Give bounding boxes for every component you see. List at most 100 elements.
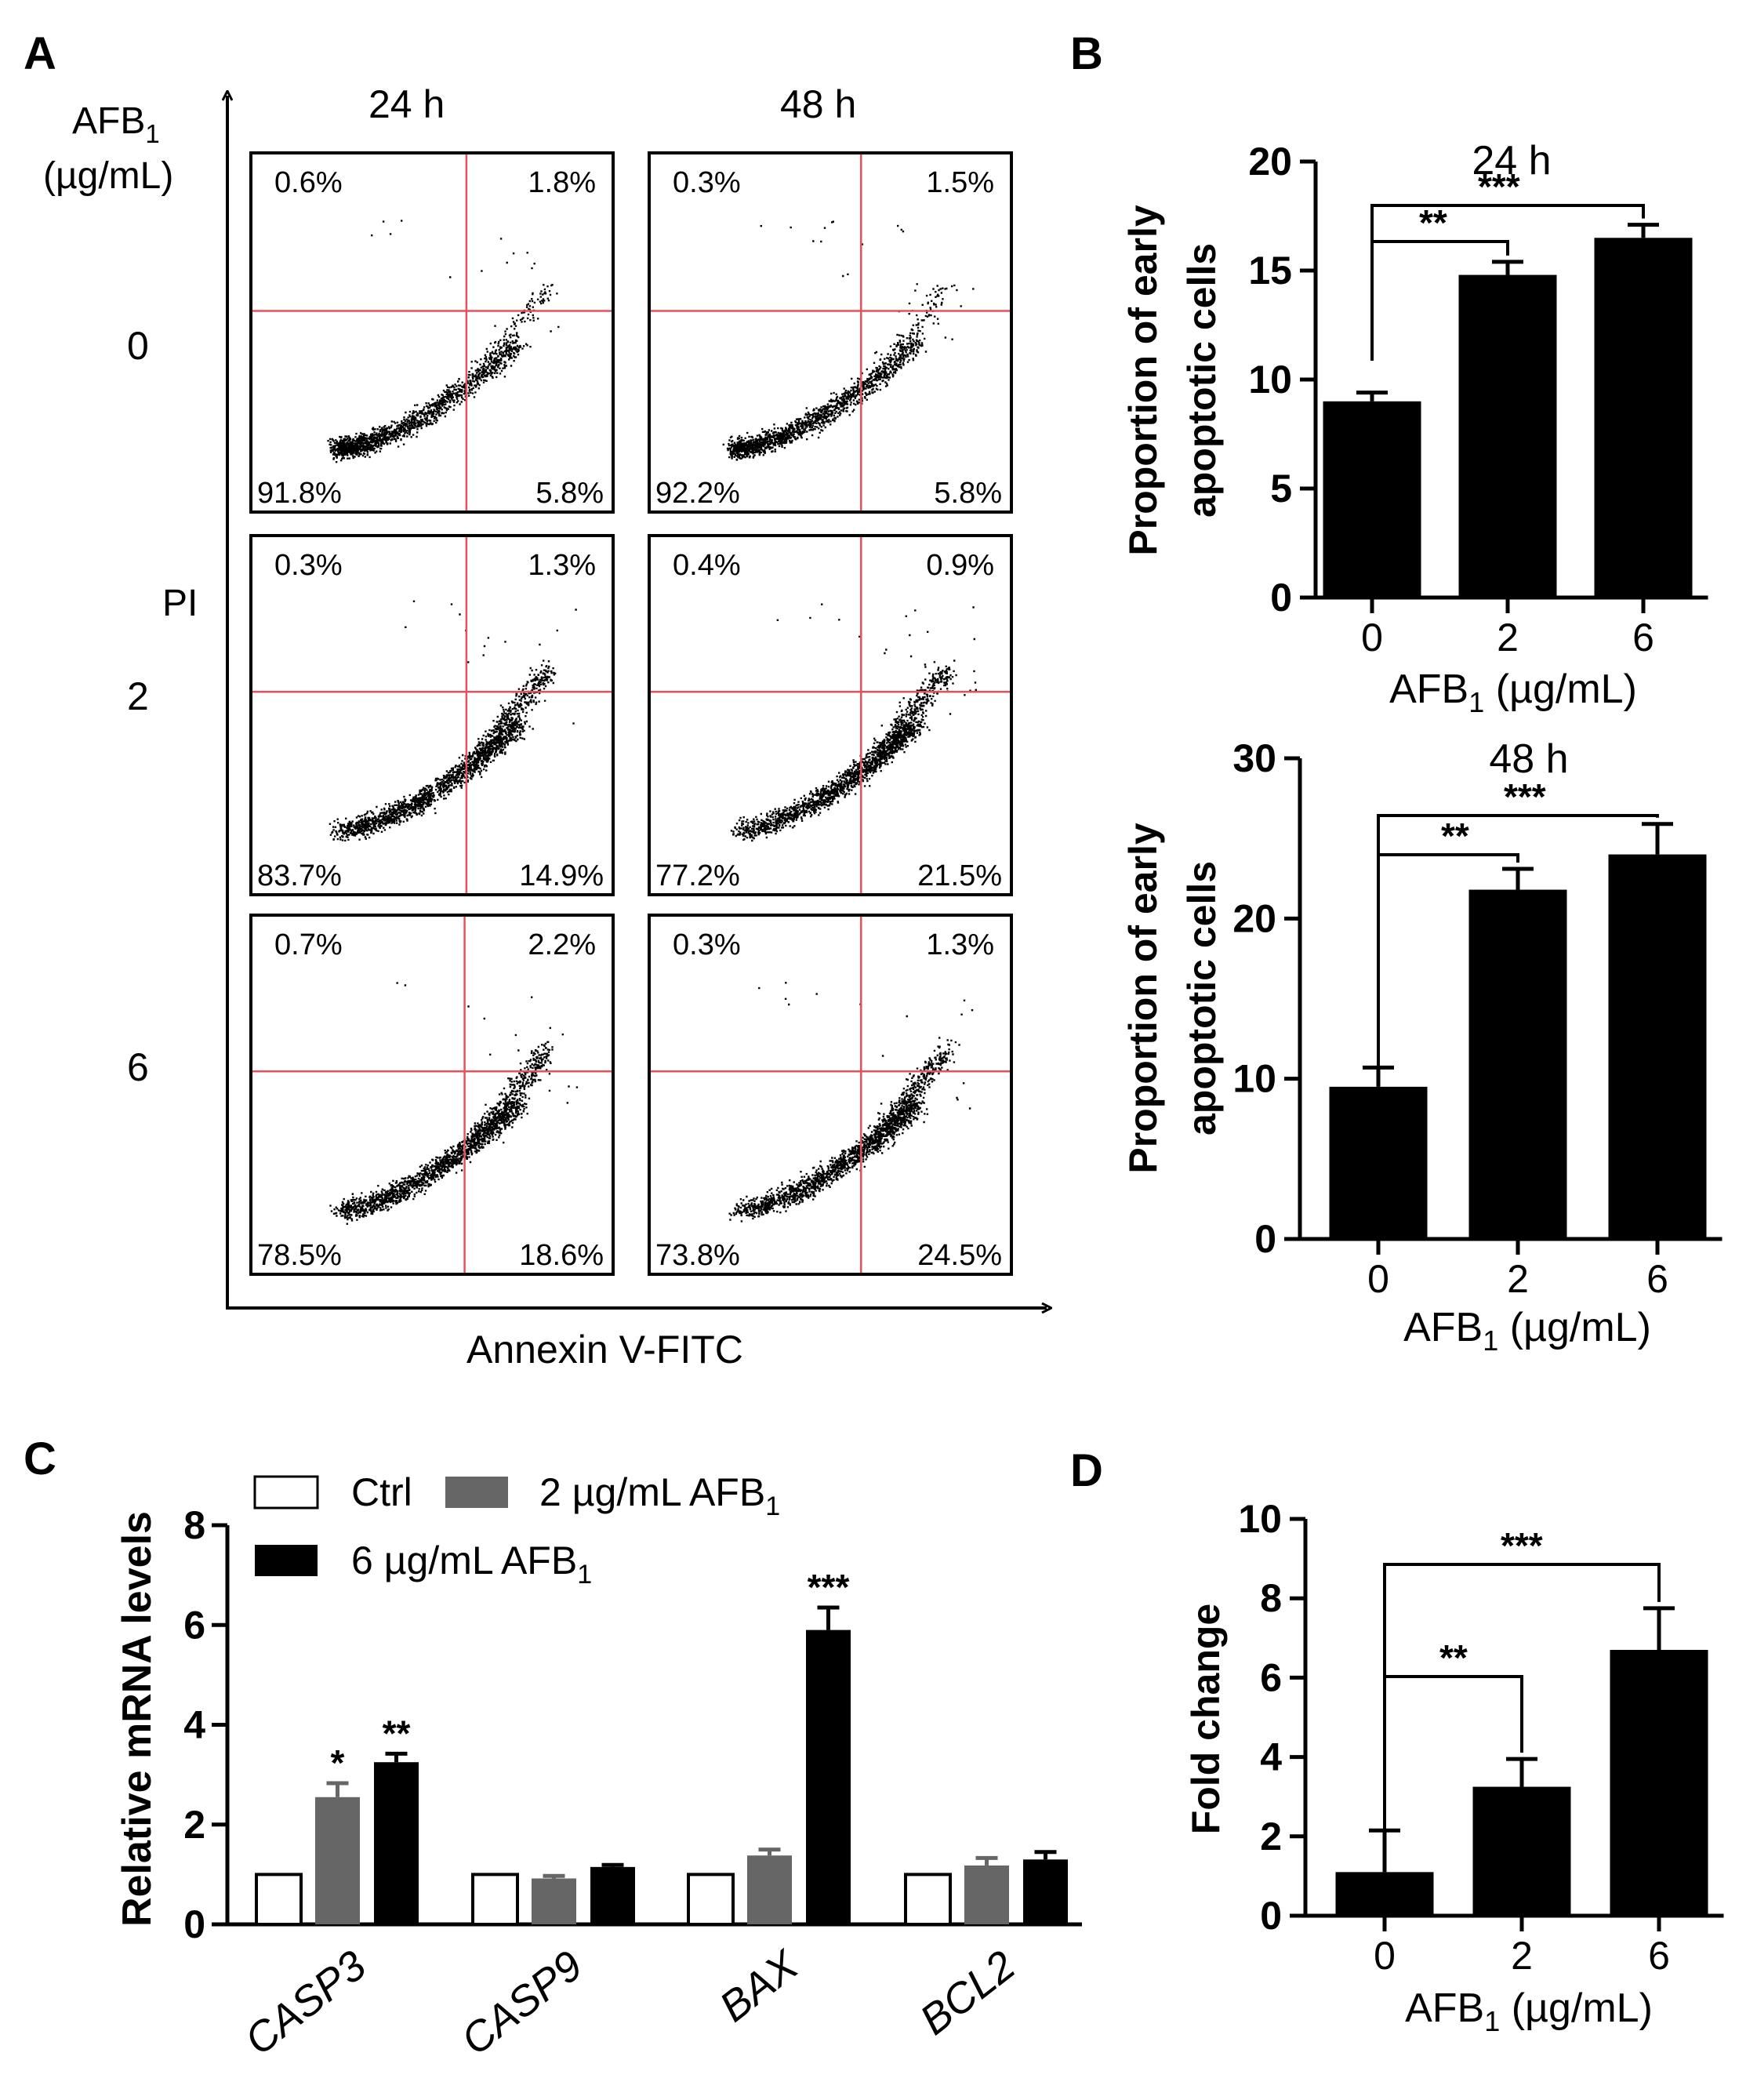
panel-letter-b: B [1070, 28, 1103, 79]
chart-d-ytick-label-5: 10 [1238, 1497, 1282, 1541]
flow-dots-4 [329, 982, 579, 1225]
chart-c-ytick-label-4: 8 [183, 1503, 205, 1547]
quadrant-top-right-4: 2.2% [528, 928, 596, 961]
flow-dots-1 [722, 220, 975, 461]
chart-d-bar-2 [1610, 1649, 1708, 1916]
legend-label-2ug: 2 µg/mL AFB1 [539, 1470, 780, 1521]
panel-letter-c: C [24, 1433, 56, 1484]
chart-d-bar-0 [1335, 1872, 1434, 1916]
column-time-24h: 24 h [368, 82, 445, 126]
flow-dot-cloud-1 [722, 220, 975, 461]
chart-b2-xtick-label-2: 6 [1646, 1257, 1668, 1301]
chart-b1-bar-0 [1323, 401, 1421, 598]
chart-d-ytick-label-2: 4 [1260, 1735, 1282, 1779]
chart-d-xlabel: AFB1 (µg/mL) [1405, 1986, 1653, 2037]
quadrant-top-right-0: 1.8% [528, 166, 596, 199]
quadrant-bottom-left-2: 83.7% [257, 859, 342, 892]
flow-dot-cloud-3 [730, 603, 977, 842]
flow-dots-3 [730, 603, 977, 842]
chart-b1-ytick-label-4: 20 [1248, 140, 1292, 183]
chart-b2-ytick-label-1: 10 [1232, 1057, 1276, 1101]
flow-plot-4: 0.7% 2.2% 78.5% 18.6% [249, 914, 615, 1276]
chart-b1-xtick-label-0: 0 [1361, 616, 1383, 659]
chart-b2-ytick-label-0: 0 [1254, 1217, 1276, 1261]
chart-b2-ylabel-line1: Proportion of early [1121, 823, 1165, 1173]
chart-b1-ytick-label-2: 10 [1248, 358, 1292, 401]
chart-d-ytick-label-3: 6 [1260, 1655, 1282, 1699]
row-dose-2: 2 [127, 674, 149, 718]
quadrant-top-left-2: 0.3% [274, 549, 343, 582]
flow-plot-5: 0.3% 1.3% 73.8% 24.5% [648, 914, 1013, 1276]
chart-c-bar-bcl2-2 [1023, 1859, 1068, 1924]
panel-letter-d: D [1070, 1445, 1103, 1496]
row-dose-0: 0 [127, 324, 149, 368]
quadrant-top-left-3: 0.4% [673, 549, 741, 582]
legend-swatch-2ug [445, 1477, 508, 1508]
quadrant-bottom-left-5: 73.8% [655, 1239, 740, 1272]
quadrant-bottom-left-4: 78.5% [257, 1239, 342, 1272]
quadrant-bottom-left-3: 77.2% [655, 859, 740, 892]
chart-b1-ytick-label-0: 0 [1270, 576, 1292, 619]
chart-b1-bar-2 [1594, 238, 1693, 598]
chart-b2-title: 48 h [1489, 736, 1568, 782]
quadrant-bottom-left-1: 92.2% [655, 477, 740, 510]
chart-b1-xlabel: AFB1 (µg/mL) [1389, 667, 1637, 718]
chart-d-sig-label-1: *** [1501, 1525, 1543, 1566]
flow-dots-5 [728, 982, 974, 1223]
chart-c-bar-bax-1 [747, 1855, 792, 1924]
chart-b2-sig-bracket-1: *** [1377, 776, 1659, 1066]
flow-plot-frame-0 [249, 151, 615, 514]
chart-d-sig-label-0: ** [1439, 1637, 1468, 1678]
chart-b1-ytick-label-1: 5 [1270, 467, 1292, 510]
flow-dot-cloud-5 [728, 982, 974, 1223]
legend-label-ctrl: Ctrl [351, 1470, 412, 1514]
chart-d-sig-line-1 [1383, 1563, 1661, 1851]
chart-d-xtick-label-0: 0 [1374, 1934, 1396, 1978]
quadrant-top-left-5: 0.3% [673, 928, 741, 961]
legend-label-6ug: 6 µg/mL AFB1 [351, 1539, 592, 1590]
flow-dot-cloud-0 [327, 220, 560, 463]
chart-d-ylabel: Fold change [1184, 1604, 1228, 1834]
chart-c-bar-casp9-2 [590, 1866, 635, 1924]
chart-d-sig-bracket-1: *** [1383, 1525, 1661, 1851]
chart-c-legend: Ctrl 2 µg/mL AFB1 6 µg/mL AFB1 [253, 1470, 780, 1590]
quadrant-bottom-left-0: 91.8% [257, 477, 342, 510]
chart-d-ytick-label-0: 0 [1260, 1894, 1282, 1938]
chart-c-sig-2-2: *** [808, 1567, 850, 1608]
chart-c-bar-bax-2 [806, 1629, 851, 1924]
chart-d-xtick-label-2: 6 [1648, 1934, 1670, 1978]
chart-c-bar-bcl2-1 [964, 1865, 1009, 1924]
chart-d-bar-1 [1472, 1786, 1571, 1916]
chart-b1-title: 24 h [1472, 138, 1551, 183]
chart-c-category-casp9: CASP9 [452, 1942, 590, 2064]
flow-dots-2 [329, 600, 577, 842]
bar-chart-c: Relative mRNA levels Ctrl 2 µg/mL AFB1 6… [114, 1470, 1082, 2064]
chart-c-ytick-label-3: 6 [183, 1603, 205, 1647]
panel-letter-a: A [24, 28, 56, 79]
flow-plot-frame-4 [249, 914, 615, 1276]
chart-c-category-bcl2: BCL2 [911, 1942, 1023, 2044]
quadrant-top-right-2: 1.3% [528, 549, 596, 582]
quadrant-bottom-right-1: 5.8% [934, 477, 1002, 510]
chart-c-bar-casp9-0 [471, 1873, 519, 1926]
chart-c-bar-bcl2-0 [904, 1873, 952, 1926]
chart-c-ytick-label-2: 4 [183, 1703, 205, 1747]
chart-c-sig-0-2: ** [383, 1713, 411, 1753]
quadrant-top-left-1: 0.3% [673, 166, 741, 199]
chart-b1-ylabel-line2: apoptotic cells [1180, 243, 1224, 518]
flow-dots-0 [327, 220, 560, 463]
quadrant-bottom-right-4: 18.6% [519, 1239, 604, 1272]
chart-b2-ytick-label-2: 20 [1232, 896, 1276, 940]
chart-c-sig-0-1: * [331, 1742, 345, 1783]
chart-c-ytick-label-0: 0 [183, 1902, 205, 1946]
chart-d-ytick-label-1: 2 [1260, 1815, 1282, 1858]
quadrant-top-left-0: 0.6% [274, 166, 343, 199]
afb-header: AFB1 [72, 100, 160, 148]
chart-c-category-bax: BAX [711, 1941, 808, 2031]
panel-a: AFB1 (µg/mL) PI Annexin V-FITC 24 h 48 h… [43, 82, 1047, 1372]
quadrant-bottom-right-2: 14.9% [519, 859, 604, 892]
chart-b2-xlabel: AFB1 (µg/mL) [1403, 1305, 1651, 1357]
